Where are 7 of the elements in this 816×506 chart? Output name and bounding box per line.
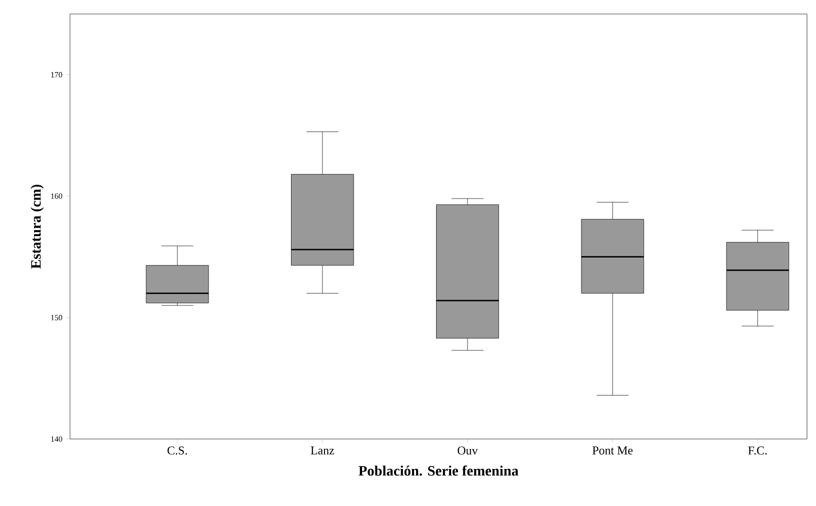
x-tick-label: C.S. — [168, 446, 187, 455]
x-tick-label: Ouv — [458, 446, 478, 455]
x-tick-label: F.C. — [748, 446, 767, 455]
y-axis-title: Estatura (cm) — [30, 184, 44, 269]
x-tick-label: Lanz — [310, 446, 334, 454]
x-tick-label: Pont Me — [592, 446, 633, 454]
x-axis-title: Población. Serie femenina — [358, 465, 518, 476]
